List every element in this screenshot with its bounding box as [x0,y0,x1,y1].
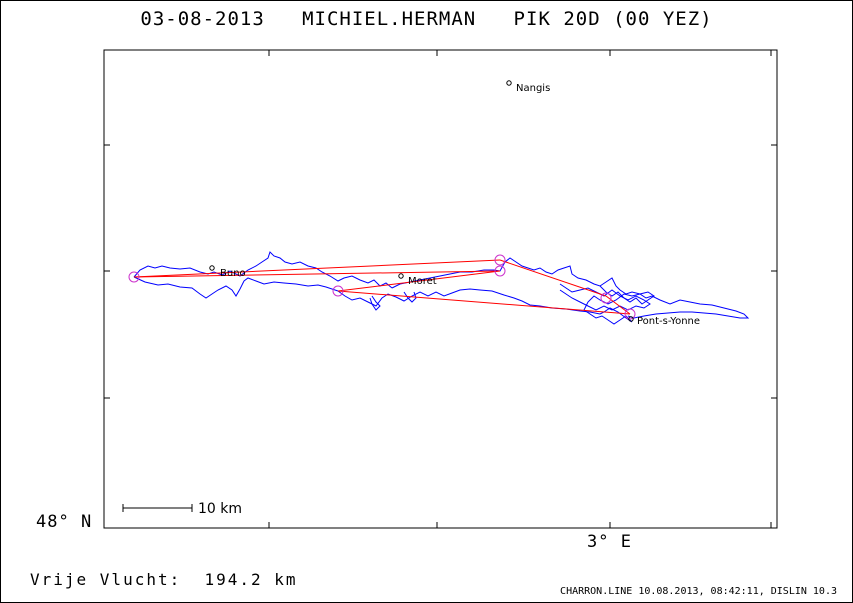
task-leg-5 [499,259,607,297]
track-west-segment [133,251,393,289]
plot-area-border [103,49,778,529]
place-label-nangis: Nangis [516,83,550,94]
task-leg-1 [133,259,501,278]
place-marker-pont-s-yonne [628,316,634,322]
place-markers [209,80,634,322]
task-lines [133,259,631,315]
turnpoint-middle [494,265,506,277]
track-middle-segment [337,288,601,315]
map-title: 03-08-2013 MICHIEL.HERMAN PIK 20D (00 YE… [140,8,713,30]
track-small-loops [369,295,381,311]
latitude-axis-label: 48° N [36,512,93,532]
turnpoint-east-2 [624,308,636,320]
flight-track [133,251,750,325]
place-label-buno: Buno [220,268,246,279]
axis-ticks [104,50,777,528]
longitude-axis-label: 3° E [587,532,632,552]
scale-bar-label: 10 km [198,501,242,517]
track-north-segment [391,257,750,319]
turnpoint-start [128,271,140,283]
place-label-pont-s-yonne: Pont-s-Yonne [637,316,700,327]
turnpoints [128,254,636,320]
turnpoint-north [494,254,506,266]
credit-line: CHARRON.LINE 10.08.2013, 08:42:11, DISLI… [560,586,837,597]
track-east-cluster [583,285,655,325]
track-east-scribble [559,283,651,311]
task-leg-4 [337,290,631,315]
place-label-moret: Moret [408,276,437,287]
turnpoint-west [332,285,344,297]
place-marker-moret [398,273,404,279]
flight-distance: Vrije Vlucht: 194.2 km [30,570,298,589]
track-west-loop [133,276,339,299]
place-marker-buno [209,265,215,271]
turnpoint-east-1 [600,292,612,304]
scale-bar [122,504,193,512]
task-leg-2 [133,270,501,278]
place-marker-nangis [506,80,512,86]
task-leg-3 [337,270,501,292]
